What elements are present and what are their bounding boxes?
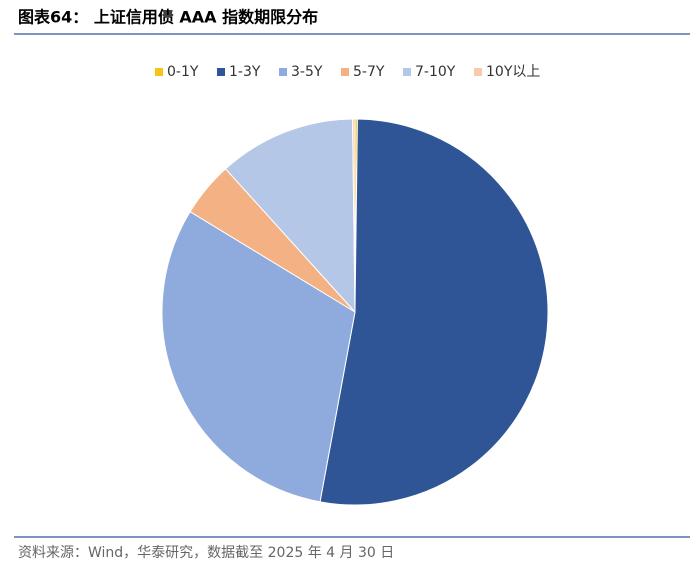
legend-label: 3-5Y bbox=[291, 64, 323, 80]
legend-label: 5-7Y bbox=[353, 64, 385, 80]
legend-swatch bbox=[341, 68, 349, 76]
legend-label: 1-3Y bbox=[229, 64, 261, 80]
legend-swatch bbox=[474, 68, 482, 76]
legend-swatch bbox=[217, 68, 225, 76]
legend-label: 7-10Y bbox=[415, 64, 456, 80]
legend-swatch bbox=[403, 68, 411, 76]
legend-label: 10Y以上 bbox=[486, 64, 540, 80]
legend-label: 0-1Y bbox=[167, 64, 199, 80]
legend-swatch bbox=[279, 68, 287, 76]
pie-slice bbox=[224, 118, 356, 314]
pie-slice bbox=[319, 118, 549, 506]
legend-swatch bbox=[155, 68, 163, 76]
chart-title: 图表64： 上证信用债 AAA 指数期限分布 bbox=[18, 8, 318, 27]
source-note: 资料来源：Wind，华泰研究，数据截至 2025 年 4 月 30 日 bbox=[18, 545, 394, 561]
pie-slice bbox=[352, 118, 356, 313]
pie-slice bbox=[161, 210, 356, 503]
